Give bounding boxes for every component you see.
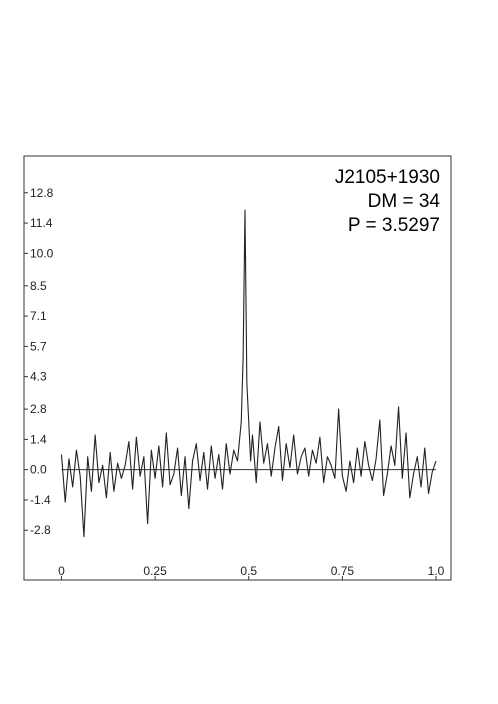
plot-frame [23, 155, 452, 581]
y-tick-label: 12.8 [30, 186, 54, 200]
y-tick-label: 11.4 [30, 216, 53, 230]
period-label: P = 3.5297 [348, 215, 440, 236]
y-tick-label: -2.8 [30, 523, 51, 537]
x-tick-label: 0.75 [331, 564, 355, 578]
y-axis-ticks: 12.8 11.4 10.0 8.5 7.1 5.7 4.3 2.8 1.4 0.0 -1.4 -2.… [24, 186, 54, 537]
y-tick-label: 0.0 [30, 463, 47, 477]
profile-line [60, 209, 437, 538]
y-tick-label: 4.3 [30, 370, 47, 384]
x-tick-label: 0.25 [143, 564, 167, 578]
y-tick-label: 5.7 [30, 339, 47, 353]
y-tick-label: 10.0 [30, 246, 54, 260]
y-tick-label: 7.1 [30, 309, 47, 323]
y-tick-label: -1.4 [30, 493, 51, 507]
pulsar-name-label: J2105+1930 [335, 167, 440, 188]
x-tick-label: 0.5 [240, 564, 257, 578]
dispersion-measure-label: DM = 34 [368, 191, 441, 212]
x-axis-ticks: 0 0.25 0.5 0.75 1.0 [58, 564, 445, 580]
y-tick-label: 8.5 [30, 279, 47, 293]
x-tick-label: 1.0 [428, 564, 445, 578]
y-tick-label: 2.8 [30, 402, 47, 416]
y-tick-label: 1.4 [30, 432, 47, 446]
x-tick-label: 0 [58, 564, 65, 578]
